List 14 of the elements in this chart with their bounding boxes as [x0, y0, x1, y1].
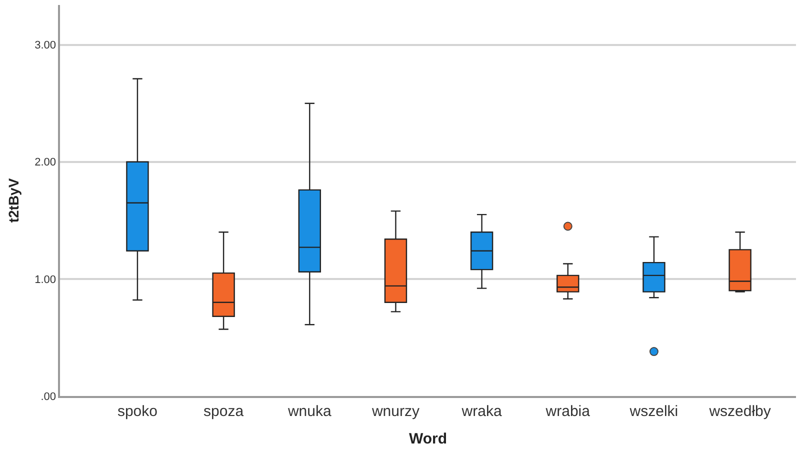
x-tick-label: wszedłby — [708, 402, 772, 420]
x-tick-label: wraka — [460, 402, 502, 420]
y-axis-title: t2tByV — [6, 178, 22, 223]
x-axis-title: Word — [408, 430, 448, 448]
x-tick-label: wrabia — [544, 402, 591, 420]
x-tick-label: wszelki — [628, 402, 678, 420]
y-tick-label: 3.00 — [34, 40, 56, 52]
x-tick-label: wnuka — [286, 402, 332, 420]
y-tick-label: 1.00 — [34, 274, 56, 286]
x-tick-label: wnurzy — [370, 402, 420, 420]
x-tick-label: spoza — [204, 402, 244, 420]
y-tick-label: 2.00 — [34, 156, 56, 169]
y-tick-label: .00 — [40, 390, 56, 403]
x-tick-label: spoko — [117, 402, 158, 420]
